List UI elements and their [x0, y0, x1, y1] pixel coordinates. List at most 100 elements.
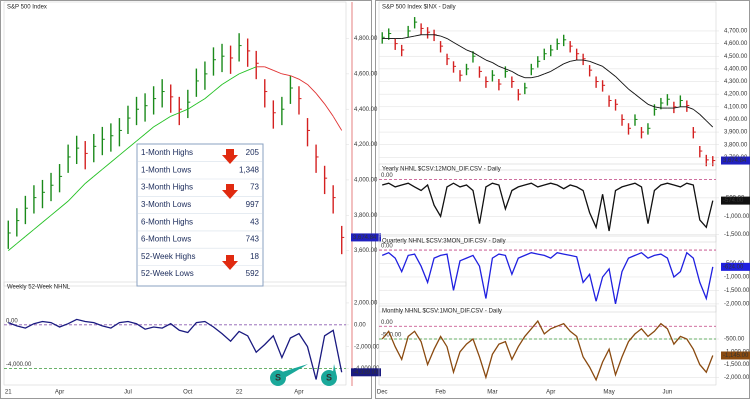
- x-tick-label: 22: [236, 390, 243, 396]
- row-label: 3-Month Highs: [141, 183, 193, 192]
- moving-average: [686, 106, 694, 110]
- last-value-box: [351, 233, 381, 242]
- moving-average: [518, 74, 525, 79]
- y-tick-label: 4,400.00: [354, 107, 378, 113]
- row-label: 6-Month Highs: [141, 217, 193, 226]
- y-tick-label: 4,300.00: [724, 79, 748, 85]
- row-value: 592: [246, 269, 260, 278]
- moving-average: [453, 41, 461, 47]
- pane-title: Quarterly NHNL $CSV:3MON_DIF.CSV - Daily: [382, 239, 506, 245]
- row-value: 205: [246, 148, 260, 157]
- row-label: 52-Week Lows: [141, 269, 194, 278]
- moving-average: [153, 121, 163, 128]
- y-tick-label: -500.00: [724, 337, 745, 343]
- row-value: 43: [250, 217, 259, 226]
- moving-average: [595, 63, 603, 67]
- y-tick-label: 4,600.00: [724, 41, 748, 47]
- moving-average: [531, 76, 538, 79]
- annotation-pointer: [333, 364, 337, 377]
- x-tick-label: Apr: [55, 390, 64, 396]
- moving-average: [673, 106, 681, 109]
- x-tick-label: Jul: [124, 390, 132, 396]
- reference-label: 0.00: [381, 320, 393, 326]
- last-value-label: 3,674.84: [723, 158, 747, 164]
- y-tick-label: 4,200.00: [354, 142, 378, 148]
- y-tick-label: 4,000.00: [354, 178, 378, 184]
- moving-average: [324, 103, 334, 117]
- last-value-box: [721, 262, 750, 271]
- moving-average: [628, 88, 636, 95]
- moving-average: [127, 140, 137, 149]
- row-label: 1-Month Highs: [141, 148, 193, 157]
- row-label: 3-Month Lows: [141, 200, 191, 209]
- annotation-text: S: [275, 372, 281, 382]
- moving-average: [544, 70, 551, 75]
- pane: [378, 235, 717, 313]
- moving-average: [264, 66, 274, 71]
- row-value: 73: [250, 183, 259, 192]
- moving-average: [273, 69, 283, 75]
- x-tick-label: Oct: [183, 390, 193, 396]
- pane: [378, 1, 717, 171]
- pane-title: S&P 500 Index $INX - Daily: [382, 5, 456, 11]
- y-tick-label: 4,800.00: [354, 36, 378, 42]
- reference-label: 0.00: [381, 173, 393, 179]
- moving-average: [693, 108, 701, 115]
- row-label: 1-Month Lows: [141, 165, 191, 174]
- pane-title: Monthly NHNL $CSV:1MON_DIF.CSV - Daily: [382, 309, 502, 315]
- moving-average: [196, 98, 206, 105]
- moving-average: [440, 35, 448, 39]
- moving-average: [511, 71, 519, 76]
- moving-average: [281, 73, 291, 77]
- moving-average: [33, 222, 43, 230]
- series-line: [381, 319, 714, 382]
- moving-average: [563, 60, 571, 65]
- y-tick-label: 4,200.00: [724, 92, 748, 98]
- moving-average: [16, 236, 26, 244]
- moving-average: [230, 73, 240, 80]
- x-tick-label: Mar: [487, 390, 497, 396]
- y-tick-label: 3,800.00: [724, 142, 748, 148]
- moving-average: [699, 114, 707, 122]
- row-value: 18: [250, 252, 259, 261]
- y-tick-label: -1,000.00: [724, 214, 750, 220]
- moving-average: [466, 49, 474, 53]
- moving-average: [179, 108, 188, 114]
- x-tick-label: Apr: [546, 390, 555, 396]
- moving-average: [204, 91, 214, 99]
- row-label: 52-Week Highs: [141, 252, 196, 261]
- moving-average: [654, 106, 661, 109]
- moving-average: [583, 59, 590, 62]
- moving-average: [332, 116, 343, 131]
- reference-label: 0.00: [6, 318, 18, 324]
- moving-average: [479, 55, 487, 61]
- series-line: [8, 318, 343, 380]
- moving-average: [705, 120, 714, 128]
- last-value-label: 3,674.84: [353, 235, 377, 241]
- moving-average: [602, 65, 610, 72]
- breadth-table: 1-Month Highs 205 1-Month Lows 1,348 3-Month…: [136, 143, 264, 287]
- moving-average: [298, 78, 308, 85]
- x-tick-label: Apr: [294, 390, 303, 396]
- moving-average: [307, 84, 317, 94]
- annotation-pointer: [282, 364, 308, 377]
- down-arrow: [222, 149, 238, 164]
- moving-average: [550, 67, 558, 72]
- y-tick-label: -2,000.00: [724, 301, 750, 307]
- y-tick-label: -1,500.00: [724, 288, 750, 294]
- y-tick-label: -1,000.00: [724, 275, 750, 281]
- last-value-label: -4,339.00: [353, 370, 379, 376]
- last-value-box: [351, 368, 381, 377]
- y-tick-label: 2,000.00: [354, 301, 378, 307]
- moving-average: [170, 112, 180, 117]
- y-tick-label: -1,500.00: [724, 232, 750, 238]
- row-value: 1,348: [239, 165, 260, 174]
- reference-label: 0.00: [381, 244, 393, 250]
- moving-average: [238, 69, 248, 75]
- moving-average: [570, 59, 577, 62]
- moving-average: [641, 98, 649, 105]
- moving-average: [136, 133, 146, 142]
- y-tick-label: 3,600.00: [354, 248, 378, 254]
- y-tick-label: 0.00: [354, 322, 366, 328]
- y-tick-label: 3,900.00: [724, 130, 748, 136]
